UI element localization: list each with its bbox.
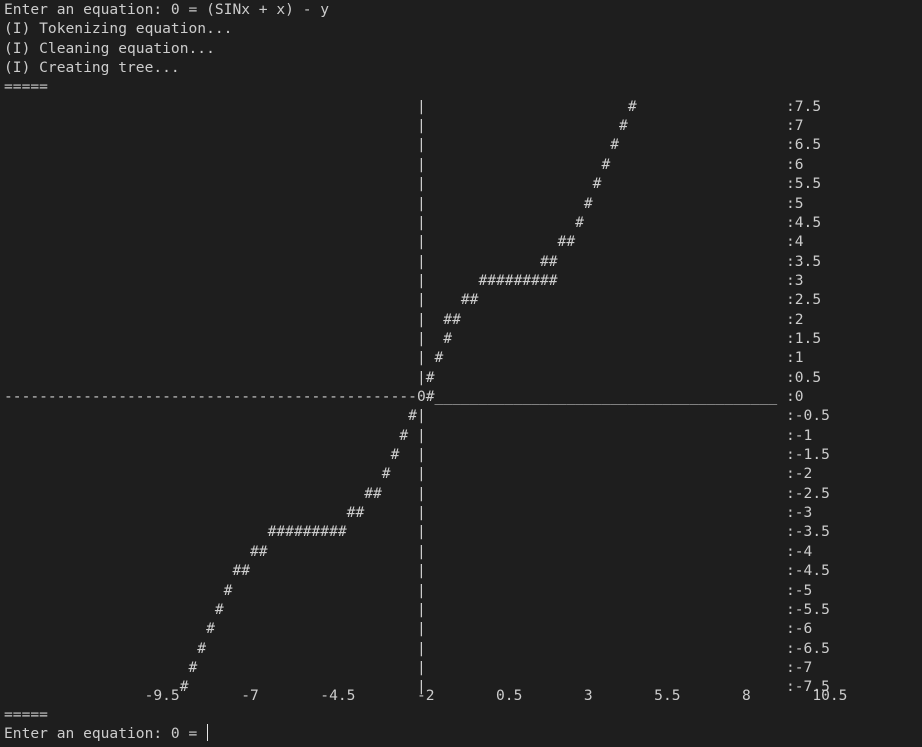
plot-row: ## | :-3	[4, 504, 813, 522]
plot-row: | ## :2.5	[4, 291, 822, 309]
plot-row: # | :-7	[4, 658, 813, 676]
plot-row: ## | :-4	[4, 542, 813, 560]
output-line-tokenizing: (I) Tokenizing equation...	[4, 20, 233, 38]
output-line-input-echo: Enter an equation: 0 = (SINx + x) - y	[4, 1, 330, 18]
text-cursor	[207, 724, 209, 741]
plot-row: # | :-5	[4, 581, 813, 599]
plot-row: #| :-0.5	[4, 407, 830, 425]
plot-row: # | :-6	[4, 620, 813, 638]
plot-row: | ## :3.5	[4, 252, 822, 270]
plot-row: | # :4.5	[4, 213, 822, 231]
plot-row: | # :1.5	[4, 329, 822, 347]
plot-x-tick-labels: -9.5 -7 -4.5 -2 0.5 3 5.5 8 10.5	[4, 687, 848, 704]
plot-row: | ######### :3	[4, 271, 804, 289]
plot-row: # | :-6.5	[4, 639, 830, 657]
plot-row: # | :-5.5	[4, 600, 830, 618]
plot-row: ######### | :-3.5	[4, 523, 830, 541]
plot-row: ## | :-2.5	[4, 484, 830, 502]
plot-row: | ## :2	[4, 310, 804, 328]
plot-row: | # :6	[4, 155, 804, 173]
plot-row: | # :7	[4, 117, 804, 135]
plot-row: ## | :-4.5	[4, 562, 830, 580]
plot-row: |# :0.5	[4, 368, 822, 386]
command-prompt-line[interactable]: Enter an equation: 0 =	[4, 724, 209, 743]
plot-row: # | :-1.5	[4, 446, 830, 464]
output-line-creating-tree: (I) Creating tree...	[4, 59, 180, 77]
output-line-cleaning: (I) Cleaning equation...	[4, 39, 215, 57]
plot-row: | # :1	[4, 349, 804, 367]
plot-row: # | :-1	[4, 426, 813, 444]
output-separator-top: =====	[4, 78, 48, 96]
plot-row: | ## :4	[4, 233, 804, 251]
prompt-label: Enter an equation: 0 =	[4, 725, 207, 742]
plot-row: | # :6.5	[4, 136, 822, 154]
output-separator-bottom: =====	[4, 706, 48, 723]
plot-row: | # :7.5	[4, 97, 822, 115]
plot-row: # | :-2	[4, 465, 813, 483]
plot-row: | # :5.5	[4, 175, 822, 193]
plot-row: | # :5	[4, 194, 804, 212]
plot-row: # | :-7.5	[4, 678, 830, 696]
plot-x-axis-row: ----------------------------------------…	[4, 388, 804, 405]
